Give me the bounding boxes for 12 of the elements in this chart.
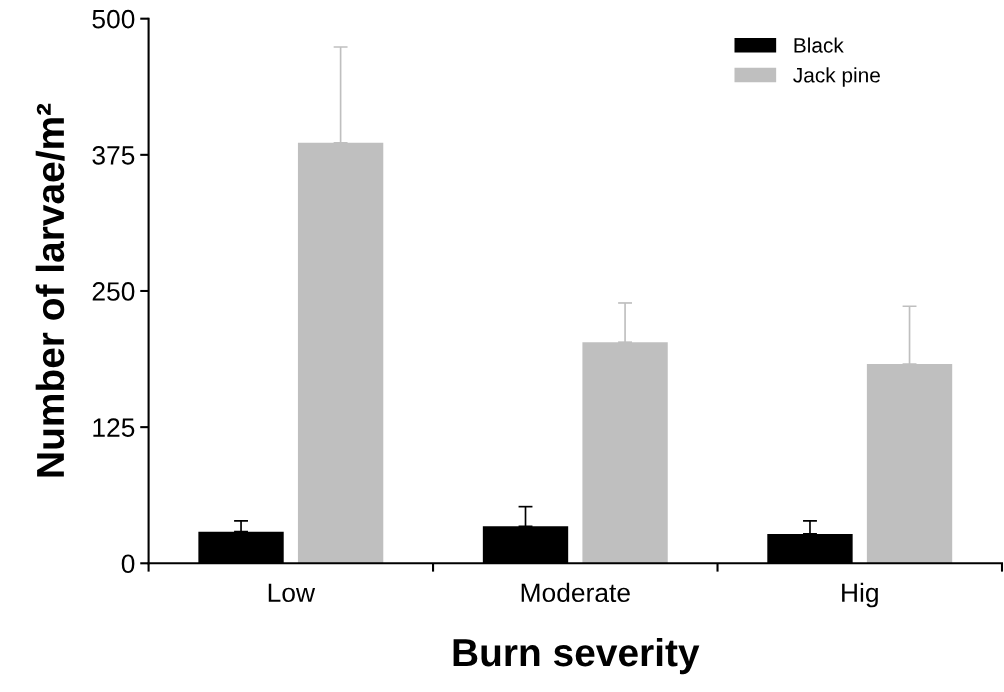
x-tick-label: Moderate [521, 582, 630, 603]
y-tick-label: 500 [92, 9, 135, 29]
legend-label: Black [794, 37, 844, 53]
y-axis-title: Number of larvae/m² [35, 103, 65, 477]
y-tick-label: 0 [121, 554, 135, 574]
legend-label: Jack pine [793, 67, 880, 87]
y-tick-label: 250 [92, 282, 135, 301]
x-axis-title: Burn severity [453, 637, 700, 675]
x-tick-label: Low [268, 583, 316, 603]
y-tick-label: 125 [93, 418, 135, 437]
x-tick-label: Hig [842, 582, 878, 608]
y-tick-label: 375 [92, 145, 135, 165]
